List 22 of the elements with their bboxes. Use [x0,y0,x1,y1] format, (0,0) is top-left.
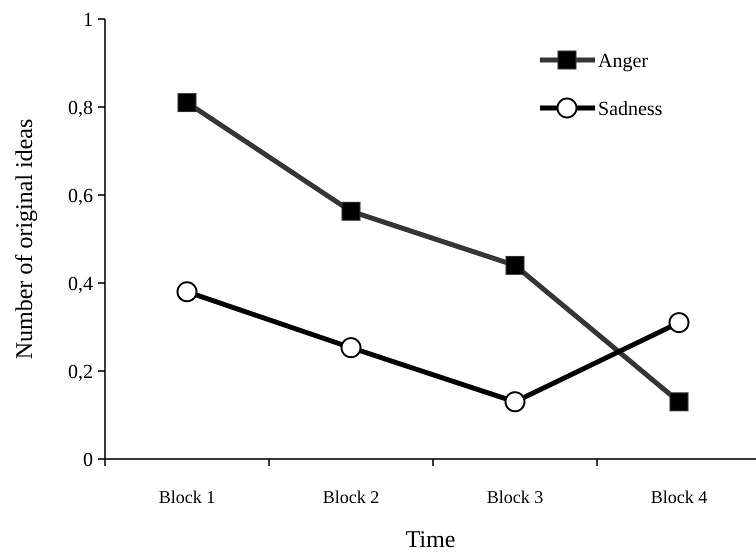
y-tick-label: 0,2 [68,361,93,383]
point [176,281,198,302]
point [504,391,526,412]
point [670,392,688,412]
point [178,93,196,112]
x-tick-label: Block 1 [158,487,216,507]
point [342,202,360,221]
legend-label: Anger [598,50,648,72]
x-tick-label: Block 3 [486,487,544,507]
y-tick-label: 0,6 [68,185,93,207]
y-tick-label: 1 [83,9,93,31]
point [340,337,362,358]
point [668,312,690,334]
y-tick-label: 0,8 [68,97,93,119]
y-tick-label: 0 [83,449,93,471]
x-tick-label: Block 4 [650,487,708,507]
x-axis-title: Time [406,527,456,553]
point [506,256,524,275]
x-tick-label: Block 2 [322,487,380,507]
y-axis-title: Number of original ideas [12,118,38,360]
legend-label: Sadness [598,98,663,120]
y-tick-label: 0,4 [68,273,93,295]
